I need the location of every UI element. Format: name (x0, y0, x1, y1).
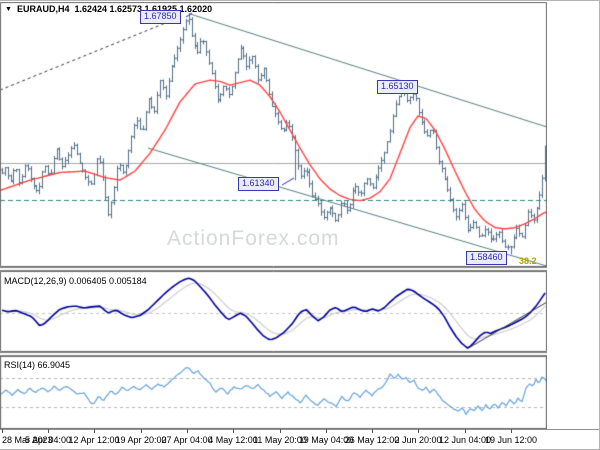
time-axis-label: 19 Jun 12:00 (484, 435, 538, 445)
panel-separator-rsi[interactable] (0, 352, 600, 356)
time-tick-mark (94, 429, 95, 433)
window-top-edge (0, 0, 600, 1)
price-axis[interactable]: 1.62020 1.60570 1.676301.667051.657801.6… (547, 0, 600, 429)
rsi-chart-canvas[interactable] (0, 356, 547, 429)
time-axis-label: 11 May 20:00 (253, 435, 307, 445)
time-axis-label: 2 Jun 20:00 (394, 435, 442, 445)
actionforex-watermark: ActionForex.com (167, 227, 340, 250)
time-tick-mark (141, 429, 142, 433)
macd-indicator-label: MACD(12,26,9) 0.006405 0.005184 (4, 276, 147, 286)
time-axis-label: 19 Apr 20:00 (115, 435, 167, 445)
swing-price-label[interactable]: 1.58460 (466, 251, 507, 265)
time-tick-mark (326, 429, 327, 433)
time-axis-label: 12 Apr 12:00 (68, 435, 120, 445)
symbol-timeframe-label: EURAUD,H4 (16, 4, 70, 14)
time-tick-mark (48, 429, 49, 433)
time-axis-label: 26 May 12:00 (344, 435, 400, 445)
swing-price-label[interactable]: 1.61340 (238, 177, 279, 191)
ohlc-quote-values: 1.62424 1.62573 1.61925 1.62020 (74, 4, 213, 14)
time-tick-mark (511, 429, 512, 433)
time-tick-mark (233, 429, 234, 433)
macd-chart-canvas[interactable] (0, 271, 547, 352)
time-axis-label: 28 Mar 2023 (2, 435, 53, 445)
swing-price-label[interactable]: 1.67850 (140, 10, 181, 24)
time-axis-label: 19 May 04:00 (298, 435, 354, 445)
symbol-dropdown-icon[interactable]: ▼ (5, 5, 12, 13)
time-axis-label: 27 Apr 04:00 (161, 435, 213, 445)
fib-retracement-label: 38.2 (519, 256, 537, 266)
swing-price-label[interactable]: 1.65130 (377, 80, 418, 94)
time-tick-mark (372, 429, 373, 433)
time-axis[interactable] (0, 429, 600, 450)
panel-separator-macd[interactable] (0, 267, 600, 271)
time-axis-label: 12 Jun 04:00 (438, 435, 492, 445)
time-tick-mark (187, 429, 188, 433)
time-tick-mark (418, 429, 419, 433)
chart-title-bar: ▼ EURAUD,H4 1.62424 1.62573 1.61925 1.62… (5, 4, 212, 14)
rsi-indicator-label: RSI(14) 66.9045 (4, 360, 71, 370)
time-tick-mark (280, 429, 281, 433)
time-tick-mark (465, 429, 466, 433)
price-chart-canvas[interactable] (0, 2, 547, 267)
time-tick-mark (2, 429, 3, 433)
time-axis-label: 4 May 12:00 (208, 435, 258, 445)
time-axis-label: 5 Apr 04:00 (24, 435, 72, 445)
